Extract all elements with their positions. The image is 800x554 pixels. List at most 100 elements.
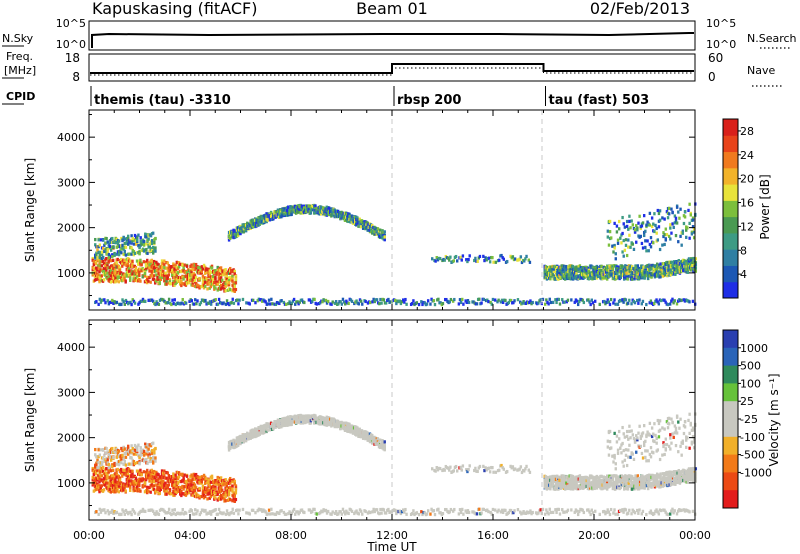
power-cell <box>147 237 150 241</box>
power-cell <box>191 283 194 287</box>
power-cell <box>602 265 605 269</box>
velocity-cell <box>145 457 148 462</box>
power-cell <box>182 277 185 281</box>
power-cell <box>137 233 140 237</box>
velocity-cell <box>201 477 205 481</box>
power-cell <box>197 284 200 288</box>
power-cell <box>224 284 227 289</box>
power-cell <box>487 299 490 304</box>
power-cell <box>144 260 148 264</box>
power-cell <box>633 301 637 305</box>
power-cell <box>619 268 623 273</box>
velocity-cell <box>101 480 105 484</box>
velocity-cell <box>227 491 231 495</box>
power-cell <box>112 301 115 306</box>
power-cell <box>631 242 635 246</box>
velocity-cell <box>117 490 121 494</box>
velocity-cell <box>197 494 200 498</box>
power-cell <box>197 266 200 270</box>
power-cell <box>611 267 615 271</box>
power-cell <box>677 259 680 263</box>
power-cell <box>622 222 625 226</box>
velocity-cell <box>211 487 215 491</box>
power-cell <box>100 274 104 278</box>
velocity-cell <box>152 487 156 492</box>
cpid-segments: themis (tau) -3310 rbsp 200 tau (fast) 503 <box>90 86 649 108</box>
power-cell <box>269 302 272 306</box>
power-scatter-cells <box>91 202 698 307</box>
velocity-cell <box>188 486 191 490</box>
power-cell <box>254 301 257 305</box>
power-cell <box>283 207 286 211</box>
colorbar-swatch <box>723 200 738 218</box>
velocity-cell <box>150 449 154 453</box>
power-cell <box>185 271 189 275</box>
power-cell <box>613 298 616 302</box>
power-cell <box>264 300 267 304</box>
power-cell <box>670 207 673 211</box>
velocity-cell <box>182 476 185 480</box>
power-cell <box>636 228 639 232</box>
velocity-cell <box>100 478 104 482</box>
power-cell <box>457 302 461 306</box>
velocity-cell <box>100 460 104 464</box>
power-cell <box>563 268 567 272</box>
power-cell <box>448 300 451 304</box>
power-cell <box>608 219 612 224</box>
power-cell <box>637 221 640 225</box>
power-cell <box>131 262 134 266</box>
power-cell <box>173 273 176 277</box>
power-cell <box>171 273 174 277</box>
power-cell <box>208 300 212 304</box>
power-colorbar-swatches <box>723 119 738 299</box>
power-cell <box>141 297 145 302</box>
velocity-cell <box>151 460 155 464</box>
velocity-cell <box>140 452 144 456</box>
cpid-segment: rbsp 200 <box>393 86 461 108</box>
power-cell <box>128 252 131 256</box>
velocity-cell <box>191 493 194 497</box>
power-cell <box>210 266 214 270</box>
velocity-cell <box>246 431 249 435</box>
power-cell <box>149 263 152 267</box>
power-cell <box>417 302 421 307</box>
power-cell <box>497 298 500 302</box>
power-cell <box>628 298 631 302</box>
cpid-segment-label: themis (tau) -3310 <box>94 93 231 108</box>
power-cell <box>653 212 656 216</box>
power-cell <box>97 273 100 278</box>
power-cell <box>218 268 222 272</box>
velocity-cell <box>180 490 183 494</box>
colorbar-tick-label: 28 <box>740 125 754 138</box>
power-cell <box>92 263 96 267</box>
power-cell <box>127 236 130 241</box>
power-cell <box>194 298 197 302</box>
power-cell <box>199 301 203 305</box>
velocity-cell <box>125 484 129 488</box>
power-cell <box>690 259 693 263</box>
power-cell <box>615 230 619 234</box>
velocity-cell <box>155 489 158 493</box>
velocity-cell <box>179 472 182 476</box>
velocity-cell <box>93 479 97 483</box>
power-cell <box>421 302 424 307</box>
velocity-cell <box>232 497 235 501</box>
power-cell <box>120 251 123 255</box>
freq-trace <box>90 63 694 74</box>
power-cell <box>607 243 611 247</box>
power-cell <box>231 297 234 301</box>
power-cell <box>683 210 687 214</box>
power-cell <box>378 302 381 306</box>
power-cell <box>287 301 290 306</box>
velocity-cell <box>167 483 171 487</box>
power-cell <box>172 262 175 266</box>
power-cell <box>482 297 486 302</box>
power-cell <box>620 264 624 268</box>
power-cell <box>649 267 652 271</box>
power-cell <box>659 262 662 266</box>
power-cell <box>670 260 674 264</box>
power-cell <box>630 277 634 281</box>
velocity-cell <box>121 455 124 460</box>
power-cell <box>311 299 314 304</box>
power-cell <box>98 266 101 270</box>
